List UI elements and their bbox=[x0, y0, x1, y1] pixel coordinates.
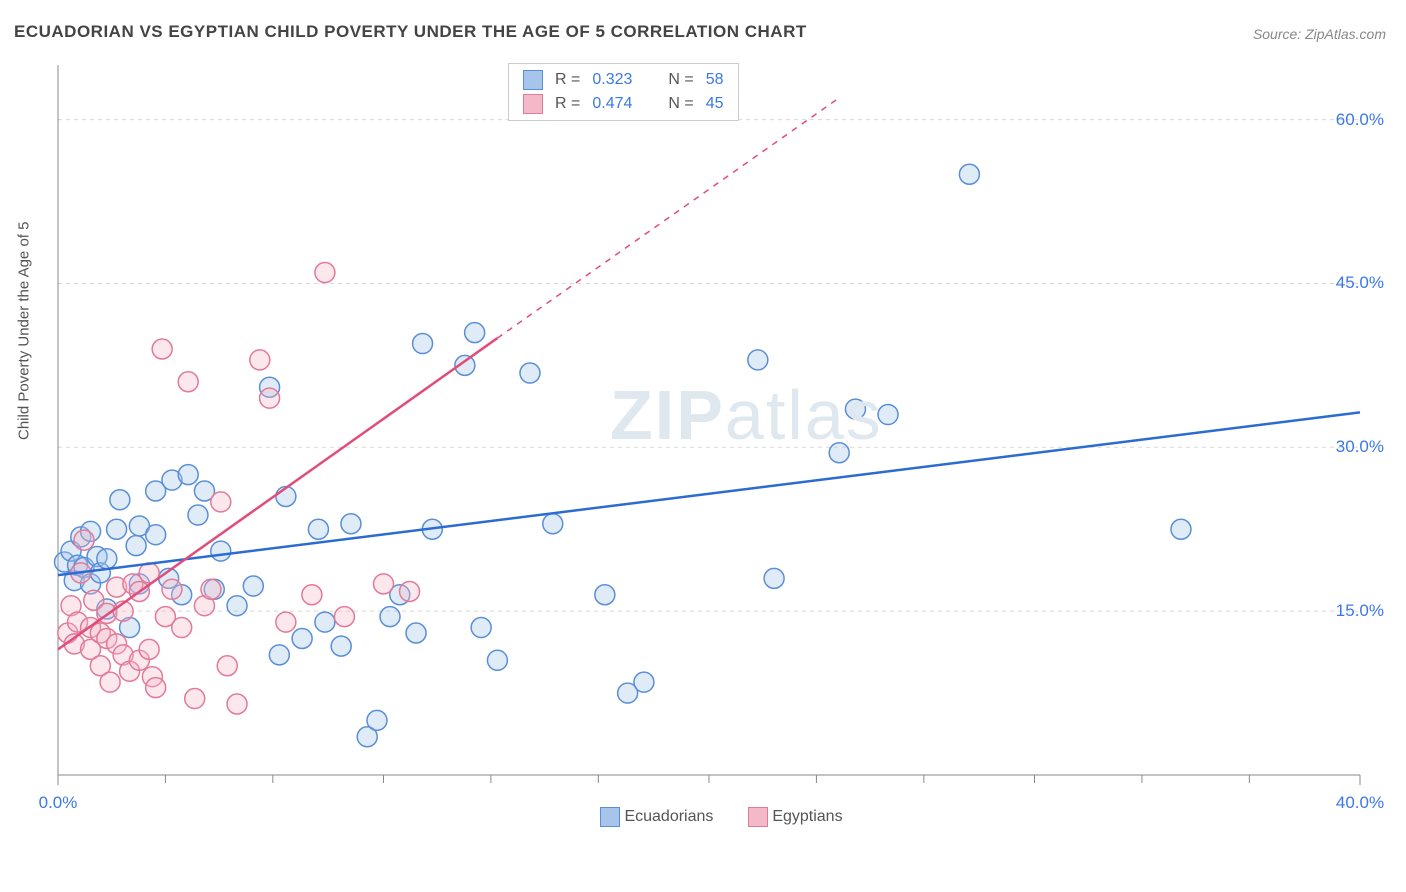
y-axis-label: Child Poverty Under the Age of 5 bbox=[16, 222, 33, 440]
legend-swatch-icon bbox=[523, 70, 543, 90]
legend-r-value: 0.474 bbox=[586, 92, 638, 116]
x-tick-label: 40.0% bbox=[1336, 793, 1384, 813]
source-link[interactable]: ZipAtlas.com bbox=[1305, 26, 1386, 42]
legend-swatch-icon bbox=[600, 807, 620, 827]
source-attribution: Source: ZipAtlas.com bbox=[1253, 26, 1386, 42]
legend-series-item: Ecuadorians bbox=[600, 807, 713, 827]
legend-n-value: 58 bbox=[700, 68, 730, 92]
legend-r-label: R = bbox=[549, 68, 586, 92]
legend-n-label: N = bbox=[662, 68, 699, 92]
x-tick-label: 0.0% bbox=[39, 793, 78, 813]
chart-svg bbox=[50, 55, 1390, 835]
legend-stats-box: R = 0.323 N = 58 R = 0.474 N = 45 bbox=[508, 63, 739, 121]
legend-series-box: Ecuadorians Egyptians bbox=[600, 807, 873, 827]
source-prefix: Source: bbox=[1253, 26, 1305, 42]
legend-swatch-cell bbox=[517, 92, 549, 116]
chart-container: ECUADORIAN VS EGYPTIAN CHILD POVERTY UND… bbox=[0, 0, 1406, 892]
plot-area: ZIPatlas R = 0.323 N = 58 R = 0.474 bbox=[50, 55, 1390, 835]
legend-stats-row: R = 0.323 N = 58 bbox=[517, 68, 730, 92]
y-tick-label: 60.0% bbox=[1336, 110, 1384, 130]
legend-stats-row: R = 0.474 N = 45 bbox=[517, 92, 730, 116]
legend-series-label: Ecuadorians bbox=[624, 808, 713, 825]
legend-n-value: 45 bbox=[700, 92, 730, 116]
legend-stats-table: R = 0.323 N = 58 R = 0.474 N = 45 bbox=[517, 68, 730, 116]
legend-n-label: N = bbox=[662, 92, 699, 116]
y-tick-label: 30.0% bbox=[1336, 437, 1384, 457]
legend-swatch-cell bbox=[517, 68, 549, 92]
y-tick-label: 45.0% bbox=[1336, 273, 1384, 293]
legend-series-label: Egyptians bbox=[772, 808, 842, 825]
legend-r-label: R = bbox=[549, 92, 586, 116]
legend-swatch-icon bbox=[523, 94, 543, 114]
y-tick-label: 15.0% bbox=[1336, 601, 1384, 621]
chart-title: ECUADORIAN VS EGYPTIAN CHILD POVERTY UND… bbox=[14, 22, 807, 42]
legend-series-item: Egyptians bbox=[748, 807, 843, 827]
legend-r-value: 0.323 bbox=[586, 68, 638, 92]
legend-swatch-icon bbox=[748, 807, 768, 827]
